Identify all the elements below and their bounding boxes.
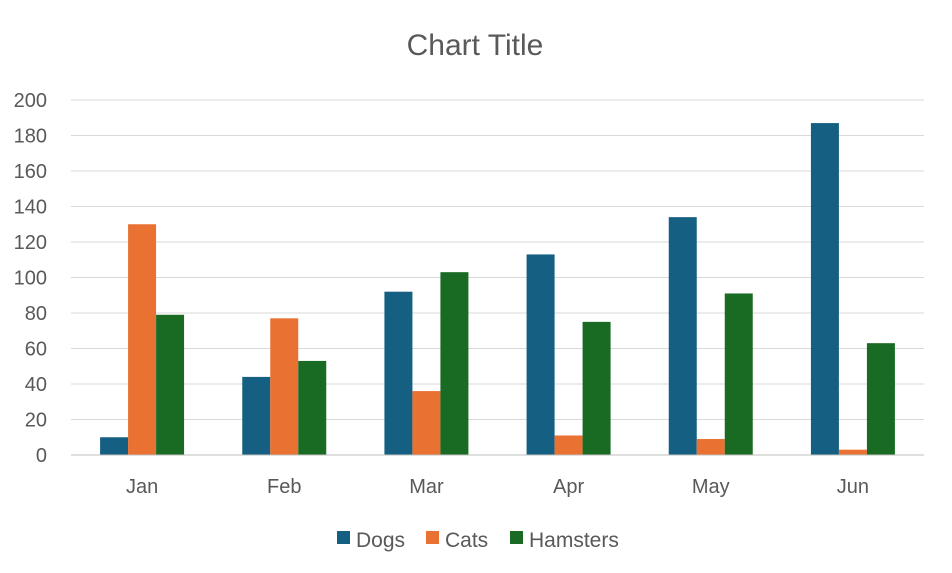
bar-hamsters-apr	[582, 321, 611, 455]
bar-cats-feb	[270, 318, 299, 455]
x-category-label: Jun	[837, 476, 869, 498]
bars	[100, 123, 895, 455]
y-tick-label: 140	[14, 197, 47, 219]
chart-title: Chart Title	[407, 29, 544, 62]
y-tick-label: 120	[14, 232, 47, 254]
bar-cats-jan	[128, 224, 157, 455]
x-category-label: Jan	[126, 476, 158, 498]
legend-label-cats: Cats	[445, 529, 488, 552]
legend-label-hamsters: Hamsters	[529, 529, 619, 552]
x-category-label: Feb	[267, 476, 301, 498]
legend-swatch-hamsters	[510, 531, 523, 544]
bar-hamsters-jun	[866, 343, 895, 455]
bar-dogs-mar	[384, 291, 413, 455]
y-tick-label: 180	[14, 126, 47, 148]
y-tick-label: 200	[14, 90, 47, 112]
y-tick-label: 160	[14, 161, 47, 183]
legend-swatch-cats	[426, 531, 439, 544]
bar-dogs-jan	[100, 437, 129, 455]
bar-dogs-apr	[526, 254, 555, 455]
bar-cats-apr	[554, 435, 583, 455]
bar-dogs-jun	[810, 123, 839, 455]
legend: Dogs Cats Hamsters	[337, 529, 619, 552]
bar-hamsters-mar	[440, 272, 469, 455]
bar-hamsters-may	[724, 293, 753, 455]
x-category-label: Apr	[553, 476, 584, 498]
bar-cats-mar	[412, 391, 441, 455]
y-tick-label: 100	[14, 268, 47, 290]
x-axis-categories: Jan Feb Mar Apr May Jun	[126, 476, 869, 498]
x-category-label: May	[692, 476, 730, 498]
legend-label-dogs: Dogs	[356, 529, 405, 552]
y-axis-ticks: 0 20 40 60 80 100 120 140 160 180 200	[14, 90, 47, 467]
legend-swatch-dogs	[337, 531, 350, 544]
y-tick-label: 80	[25, 303, 47, 325]
y-tick-label: 20	[25, 410, 47, 432]
gridlines	[71, 99, 924, 420]
bar-dogs-feb	[242, 376, 271, 455]
bar-dogs-may	[668, 217, 697, 455]
y-tick-label: 40	[25, 374, 47, 396]
y-tick-label: 60	[25, 339, 47, 361]
bar-cats-jun	[838, 449, 867, 455]
bar-hamsters-jan	[156, 314, 185, 455]
bar-hamsters-feb	[298, 360, 327, 455]
bar-cats-may	[696, 439, 725, 455]
y-tick-label: 0	[36, 445, 47, 467]
x-category-label: Mar	[409, 476, 444, 498]
